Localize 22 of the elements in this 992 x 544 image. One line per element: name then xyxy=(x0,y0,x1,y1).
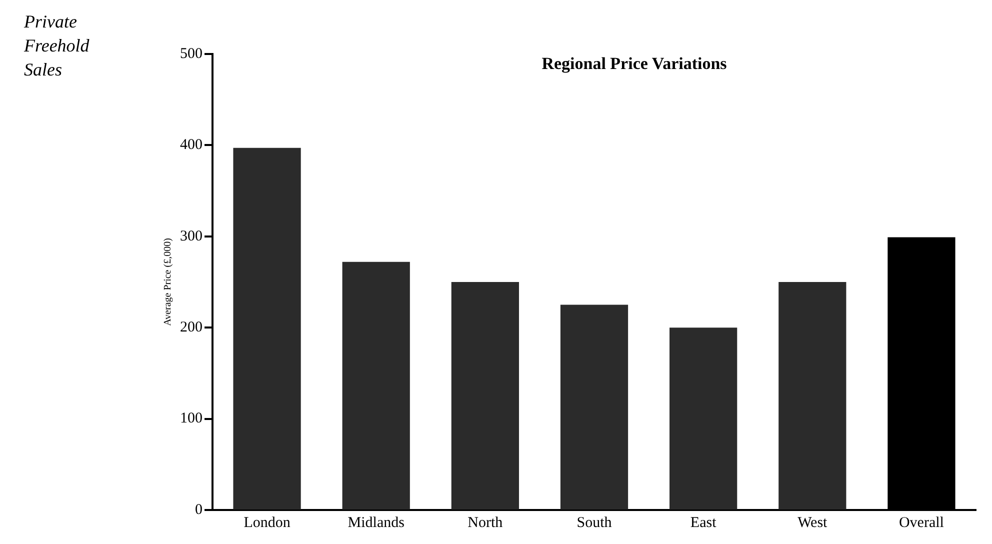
bar xyxy=(670,328,738,510)
y-tick-label: 100 xyxy=(180,410,202,427)
bar xyxy=(451,282,519,510)
chart-title: Regional Price Variations xyxy=(542,54,728,73)
y-tick-label: 500 xyxy=(180,46,202,62)
y-tick-label: 400 xyxy=(180,137,202,154)
bar xyxy=(560,304,628,510)
text: Private Freehold Sales xyxy=(23,12,90,80)
y-tick-label: 200 xyxy=(180,320,202,336)
x-tick-label: South xyxy=(576,514,612,531)
x-tick-label: London xyxy=(244,514,291,531)
y-tick-label: 300 xyxy=(180,228,202,244)
x-tick-label: Overall xyxy=(898,514,944,531)
x-tick-label: West xyxy=(798,514,828,531)
x-tick-label: Midlands xyxy=(348,514,405,531)
bar xyxy=(233,148,301,510)
x-tick-label: East xyxy=(690,514,718,531)
y-axis-title: Average Price (£,000) xyxy=(162,238,174,326)
y-tick-label: 0 xyxy=(195,502,202,518)
x-tick-label: North xyxy=(468,514,504,531)
bar xyxy=(778,282,846,510)
bar xyxy=(342,262,410,510)
